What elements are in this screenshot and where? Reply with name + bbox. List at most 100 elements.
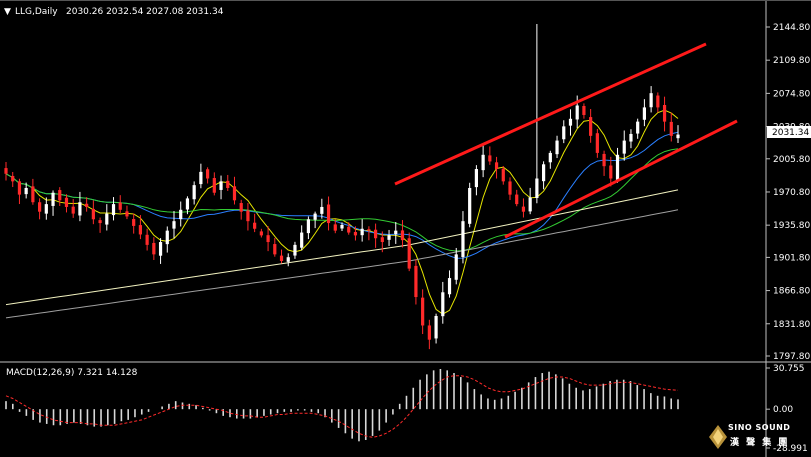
candle-body — [501, 168, 505, 182]
candle-body — [266, 235, 270, 243]
candle-body — [199, 171, 203, 185]
candle-body — [78, 202, 82, 216]
candle-body — [333, 224, 337, 231]
candle-body — [595, 133, 599, 153]
candle-body — [286, 257, 290, 262]
candle-body — [58, 190, 62, 201]
price-tick-label: 1831.80 — [773, 320, 810, 330]
candle-body — [273, 244, 277, 255]
ma-slowest-line — [5, 209, 679, 319]
current-price-marker: 2031.34 — [767, 126, 811, 138]
candle-body — [38, 202, 42, 212]
candle-body — [407, 238, 411, 269]
ma-green-line — [5, 148, 679, 252]
candle-body — [91, 208, 95, 220]
candle-body — [394, 230, 398, 235]
candle-body — [24, 187, 28, 195]
candle-body — [555, 140, 559, 155]
candle-body — [481, 154, 485, 171]
candle-body — [253, 222, 257, 229]
candle-body — [152, 242, 156, 255]
candle-body — [17, 181, 22, 195]
macd-signal-line — [5, 375, 679, 438]
candle-body — [454, 254, 458, 280]
candle-body — [488, 155, 492, 162]
macd-tick-label: -28.991 — [773, 444, 808, 454]
candle-body — [98, 220, 102, 224]
macd-axis: 30.755 0.00 -28.991 — [766, 364, 808, 454]
channel-lower-line[interactable] — [504, 119, 738, 239]
candle-body — [259, 231, 263, 236]
candle-body — [461, 221, 465, 258]
menu-triangle-icon[interactable]: ▼ — [4, 7, 11, 17]
candle-body — [629, 133, 633, 142]
candle-body — [441, 292, 445, 317]
candle-body — [179, 209, 183, 220]
current-price-label: 2031.34 — [772, 128, 809, 138]
candle-body — [548, 152, 552, 163]
sino-sound-logo: SINO SOUND 漢 聲 集 團 — [708, 420, 808, 454]
candle-body — [226, 180, 230, 188]
candle-body — [4, 168, 8, 174]
candle-body — [387, 235, 391, 240]
candle-body — [669, 121, 673, 136]
macd-label: MACD(12,26,9) 7.321 14.128 — [6, 368, 138, 378]
price-tick-label: 1797.80 — [773, 352, 810, 362]
macd-tick-label: 0.00 — [773, 405, 793, 415]
ohlc-readout: 2030.26 2032.54 2027.08 2031.34 — [66, 7, 224, 17]
candle-body — [380, 237, 384, 243]
candle-body — [676, 134, 680, 139]
candle-body — [118, 202, 122, 210]
macd-tick-label: 30.755 — [773, 364, 805, 374]
candle-body — [172, 221, 176, 229]
candle-body — [468, 187, 472, 224]
candle-body — [138, 225, 142, 235]
candle-body — [602, 153, 606, 167]
price-tick-label: 2109.80 — [773, 56, 810, 66]
candle-body — [85, 203, 89, 207]
candles — [4, 23, 680, 350]
candle-body — [340, 224, 344, 229]
candle-body — [145, 234, 149, 245]
candle-body — [51, 192, 55, 206]
candle-body — [521, 206, 526, 212]
candle-body — [300, 232, 304, 248]
candle-body — [427, 325, 431, 340]
candle-body — [508, 181, 512, 195]
candle-body — [306, 219, 310, 234]
candle-body — [528, 197, 532, 212]
candle-body — [71, 206, 75, 214]
candle-body — [239, 203, 243, 212]
ma-slow-line — [5, 189, 679, 306]
candle-body — [185, 198, 190, 210]
candle-body — [44, 204, 48, 214]
gold-diamond-logo-icon — [709, 425, 727, 449]
candle-body — [293, 244, 297, 256]
candle-body — [105, 213, 109, 225]
candle-body — [582, 106, 586, 115]
candle-body — [662, 104, 667, 122]
trend-channel[interactable] — [394, 42, 738, 239]
logo-text-zh: 漢 聲 集 團 — [730, 438, 790, 448]
channel-upper-line[interactable] — [394, 42, 707, 186]
price-tick-label: 1935.80 — [773, 221, 810, 231]
candle-body — [575, 105, 579, 120]
candle-body — [609, 165, 613, 179]
candle-body — [353, 231, 358, 236]
candle-body — [542, 164, 546, 182]
candle-body — [656, 95, 660, 108]
candle-body — [31, 186, 35, 203]
candle-body — [212, 178, 216, 193]
candle-body — [589, 117, 593, 136]
candle-body — [649, 93, 653, 108]
candle-body — [447, 278, 452, 295]
candle-body — [494, 162, 499, 170]
candle-body — [347, 226, 351, 233]
price-tick-label: 2074.80 — [773, 89, 810, 99]
price-tick-label: 2144.80 — [773, 23, 810, 33]
candle-body — [622, 140, 626, 154]
candle-body — [219, 181, 223, 190]
candle-body — [414, 265, 418, 298]
